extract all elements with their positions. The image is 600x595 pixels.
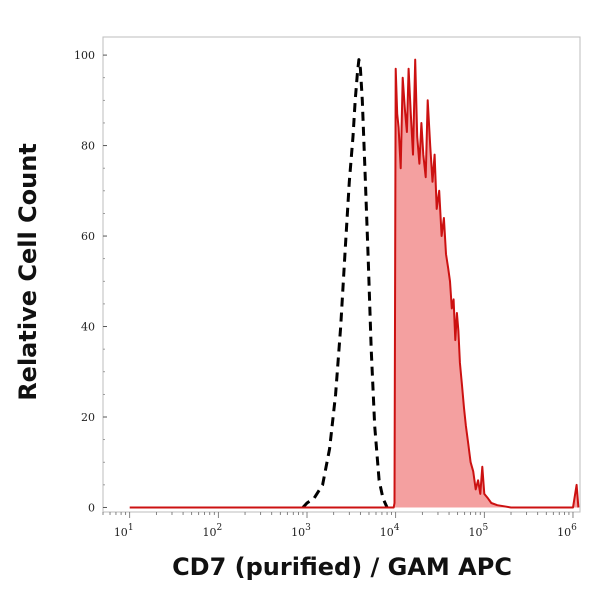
x-axis-ticks: 101 102 103 104 105 106 — [114, 523, 577, 539]
x-axis-title: CD7 (purified) / GAM APC — [172, 553, 512, 581]
x-tick-label: 104 — [380, 523, 400, 539]
y-tick-label: 40 — [81, 321, 95, 334]
y-tick-label: 0 — [88, 501, 95, 514]
y-tick-label: 20 — [81, 411, 95, 424]
x-tick-label: 103 — [291, 523, 311, 539]
x-tick-label: 105 — [468, 523, 488, 539]
x-minor-ticks — [102, 512, 574, 518]
x-tick-label: 102 — [202, 523, 222, 539]
series-layer — [129, 58, 580, 509]
y-tick-label: 100 — [74, 49, 95, 62]
x-tick-label: 106 — [557, 523, 577, 539]
y-axis-title: Relative Cell Count — [14, 143, 42, 401]
y-tick-label: 60 — [81, 230, 95, 243]
plot-frame — [102, 36, 581, 513]
stained-histogram-line — [129, 58, 580, 509]
x-tick-label: 101 — [114, 523, 134, 539]
control-histogram-line — [301, 58, 389, 509]
y-tick-label: 80 — [81, 140, 95, 153]
y-axis-ticks: 0 20 40 60 80 100 — [74, 49, 107, 514]
